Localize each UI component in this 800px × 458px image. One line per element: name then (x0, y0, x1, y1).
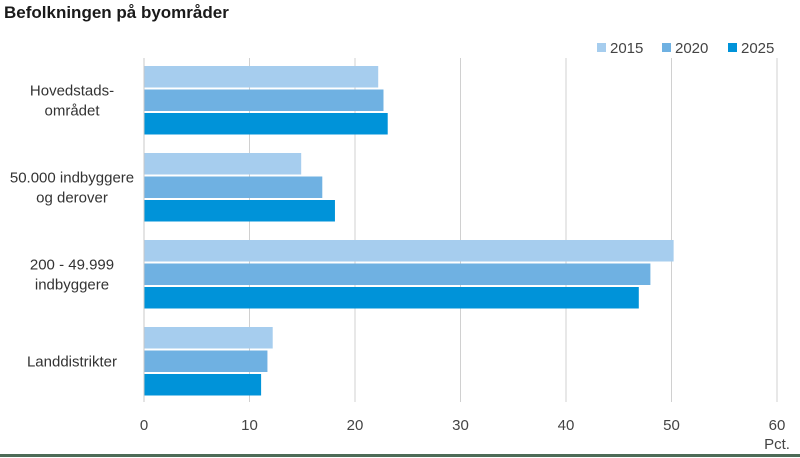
bar-2020-0 (144, 89, 384, 111)
category-label-line: indbyggere (35, 276, 109, 293)
bar-2025-0 (144, 113, 388, 135)
bar-2015-3 (144, 327, 273, 349)
bar-2025-2 (144, 287, 639, 309)
x-tick-label-0: 0 (140, 417, 148, 434)
legend-swatch-2015 (597, 43, 606, 52)
bar-2015-0 (144, 66, 379, 88)
category-label-line: Landdistrikter (27, 353, 117, 370)
bottom-rule (0, 454, 800, 457)
category-label-0: Hovedstads-området (30, 82, 114, 119)
category-label-line: 200 - 49.999 (30, 256, 114, 273)
bar-2020-2 (144, 263, 651, 285)
legend-swatch-2025 (728, 43, 737, 52)
legend-label-2025: 2025 (741, 40, 774, 57)
x-tick-label-60: 60 (769, 417, 786, 434)
bar-2025-3 (144, 374, 262, 396)
legend-label-2020: 2020 (675, 40, 708, 57)
legend-label-2015: 2015 (610, 40, 643, 57)
category-label-line: Hovedstads- (30, 82, 114, 99)
legend-swatch-2020 (662, 43, 671, 52)
bar-2020-1 (144, 176, 323, 198)
x-axis-label: Pct. (764, 436, 790, 453)
bar-2015-1 (144, 153, 302, 175)
chart-title: Befolkningen på byområder (4, 3, 229, 22)
category-label-1: 50.000 indbyggere og derover (10, 169, 134, 206)
x-tick-label-20: 20 (347, 417, 364, 434)
x-tick-label-10: 10 (241, 417, 258, 434)
x-tick-label-50: 50 (663, 417, 680, 434)
x-tick-label-40: 40 (558, 417, 575, 434)
bar-2020-3 (144, 350, 268, 372)
bar-2015-2 (144, 240, 674, 262)
category-label-3: Landdistrikter (27, 353, 117, 370)
category-label-line: området (44, 102, 100, 119)
bar-2025-1 (144, 200, 335, 222)
category-label-line: 50.000 indbyggere (10, 169, 134, 186)
category-label-line: og derover (36, 189, 108, 206)
x-tick-label-30: 30 (452, 417, 469, 434)
category-label-2: 200 - 49.999 indbyggere (30, 256, 114, 293)
